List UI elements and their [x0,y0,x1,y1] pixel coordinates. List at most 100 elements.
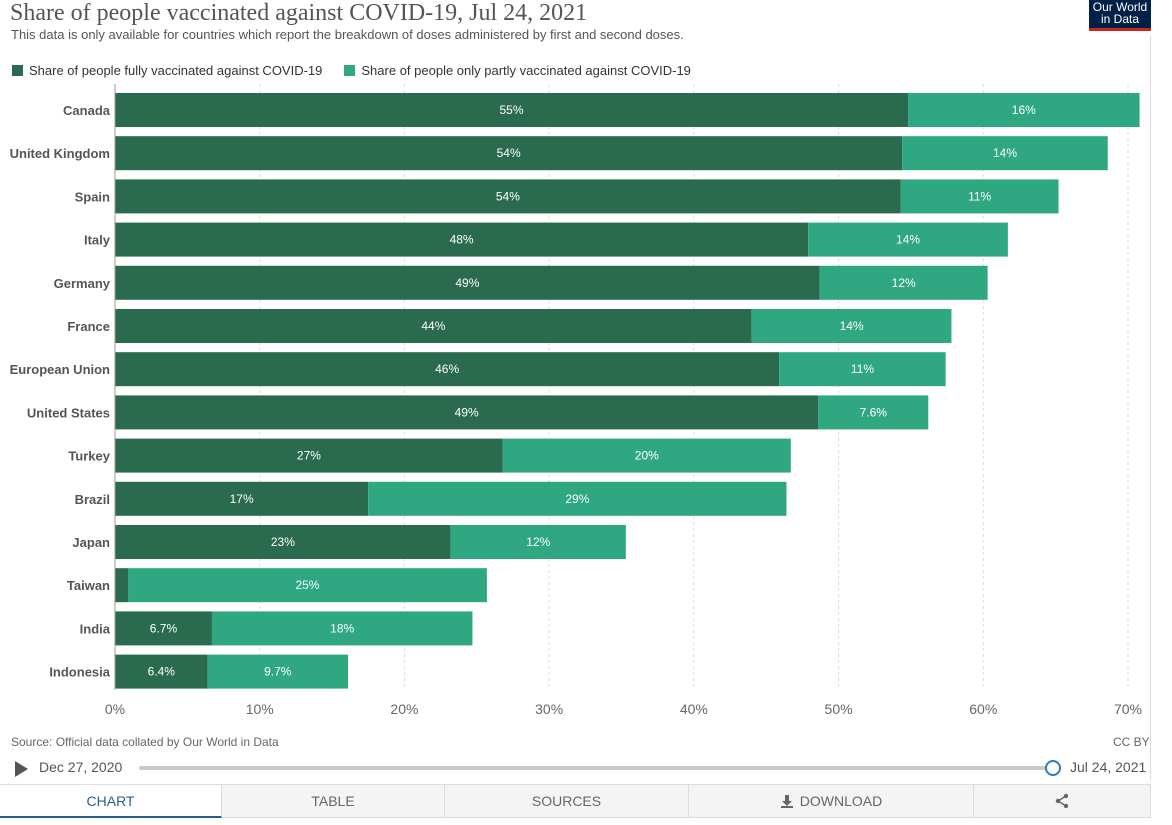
tab-chart[interactable]: CHART [0,785,222,818]
bar-segment [818,395,929,430]
legend-label-partly: Share of people only partly vaccinated a… [361,62,691,78]
data-label: 6.4% [148,665,176,679]
x-tick-label: 30% [535,701,563,717]
timeline-end-date[interactable]: Jul 24, 2021 [1070,759,1147,775]
category-label: Japan [72,535,110,550]
x-tick-label: 40% [680,701,708,717]
timeline-handle[interactable] [1045,760,1061,776]
download-icon [780,794,794,808]
data-label: 44% [421,319,445,333]
category-label: United States [27,405,110,420]
bar-segment [819,265,988,300]
bar-segment [115,395,819,430]
bar-segment [900,179,1059,214]
bar-segment [115,481,369,516]
timeline-start-date[interactable]: Dec 27, 2020 [39,759,123,775]
tab-table[interactable]: TABLE [222,785,445,818]
data-label: 16% [1012,103,1036,117]
bar-segment [779,352,946,387]
timeline-track[interactable] [139,766,1053,770]
data-label: 12% [526,535,550,549]
data-label: 7.6% [860,405,888,419]
tab-sources[interactable]: SOURCES [445,785,689,818]
data-label: 14% [896,233,920,247]
category-label: Germany [54,276,111,291]
bar-segment [207,654,348,689]
x-tick-label: 20% [390,701,418,717]
bar-segment [751,309,952,343]
bar-segment [211,611,473,646]
data-label: 11% [851,362,874,376]
category-label: France [67,319,110,334]
data-label: 48% [450,233,474,247]
data-label: 17% [230,492,254,506]
tab-share[interactable] [974,785,1151,818]
source-note: Source: Official data collated by Our Wo… [11,735,279,749]
category-label: Canada [63,103,111,118]
data-label: 49% [455,405,479,419]
bar-segment [115,179,901,214]
tab-table-label: TABLE [311,793,355,809]
category-label: India [80,621,111,636]
legend-item-partly[interactable]: Share of people only partly vaccinated a… [344,63,691,78]
bar-segment [808,222,1008,257]
logo-line-1: Our World [1092,0,1148,14]
bar-segment [115,265,820,300]
tab-chart-label: CHART [86,792,135,809]
tab-sources-label: SOURCES [531,793,602,809]
legend-item-fully[interactable]: Share of people fully vaccinated against… [12,63,322,78]
category-label: Turkey [68,449,110,464]
category-label: European Union [10,362,110,377]
data-label: 20% [635,449,659,463]
data-label: 29% [565,492,589,506]
tab-download-label: DOWNLOAD [799,793,883,809]
x-tick-label: 70% [1114,701,1142,717]
bar-segment [115,222,809,257]
frame-border [1150,36,1151,780]
bar-segment [115,654,208,689]
data-label: 14% [993,146,1017,160]
license-link[interactable]: CC BY [1113,735,1150,749]
bar-segment [368,481,787,516]
legend-swatch-fully [12,64,23,76]
owid-logo[interactable]: Our World in Data [1089,0,1151,31]
data-label: 54% [497,146,521,160]
bar-segment [115,136,903,171]
bar-segment [115,611,212,646]
x-tick-label: 0% [105,701,125,717]
data-label: 46% [435,362,459,376]
data-label: 27% [297,449,321,463]
bar-segment [115,438,503,473]
x-tick-label: 50% [825,701,853,717]
category-label: Italy [84,233,111,248]
chart-subtitle: This data is only available for countrie… [11,27,684,42]
bar-segment [115,568,129,603]
tab-bar: CHART TABLE SOURCES DOWNLOAD [0,784,1151,818]
tab-download[interactable]: DOWNLOAD [689,785,974,818]
data-label: 55% [500,103,524,117]
data-label: 49% [455,276,479,290]
stacked-bar-chart: 0% 10% 20% 30% 40% 50% 60% 70% Canada 55% 16% Unite… [10,84,1142,717]
x-tick-label: 60% [969,701,997,717]
bar-segment [128,568,487,603]
data-label: 14% [840,319,864,333]
bar-segment [115,309,752,343]
x-tick-label: 10% [246,701,274,717]
bar-segment [115,352,780,387]
bar-segment [502,438,791,473]
category-label: Taiwan [67,578,110,593]
bar-segment [902,136,1108,171]
bar-segment [908,93,1140,127]
data-label: 12% [892,276,916,290]
data-label: 54% [496,189,520,203]
data-label: 18% [330,621,354,635]
data-label: 6.7% [150,621,178,635]
share-icon [1055,793,1069,809]
play-icon[interactable] [15,761,28,777]
chart-title: Share of people vaccinated against COVID… [10,0,588,26]
data-label: 23% [271,535,295,549]
logo-line-2: in Data [1100,12,1140,26]
legend-label-fully: Share of people fully vaccinated against… [29,62,323,78]
category-label: Brazil [75,492,110,507]
bar-segment [115,93,909,127]
